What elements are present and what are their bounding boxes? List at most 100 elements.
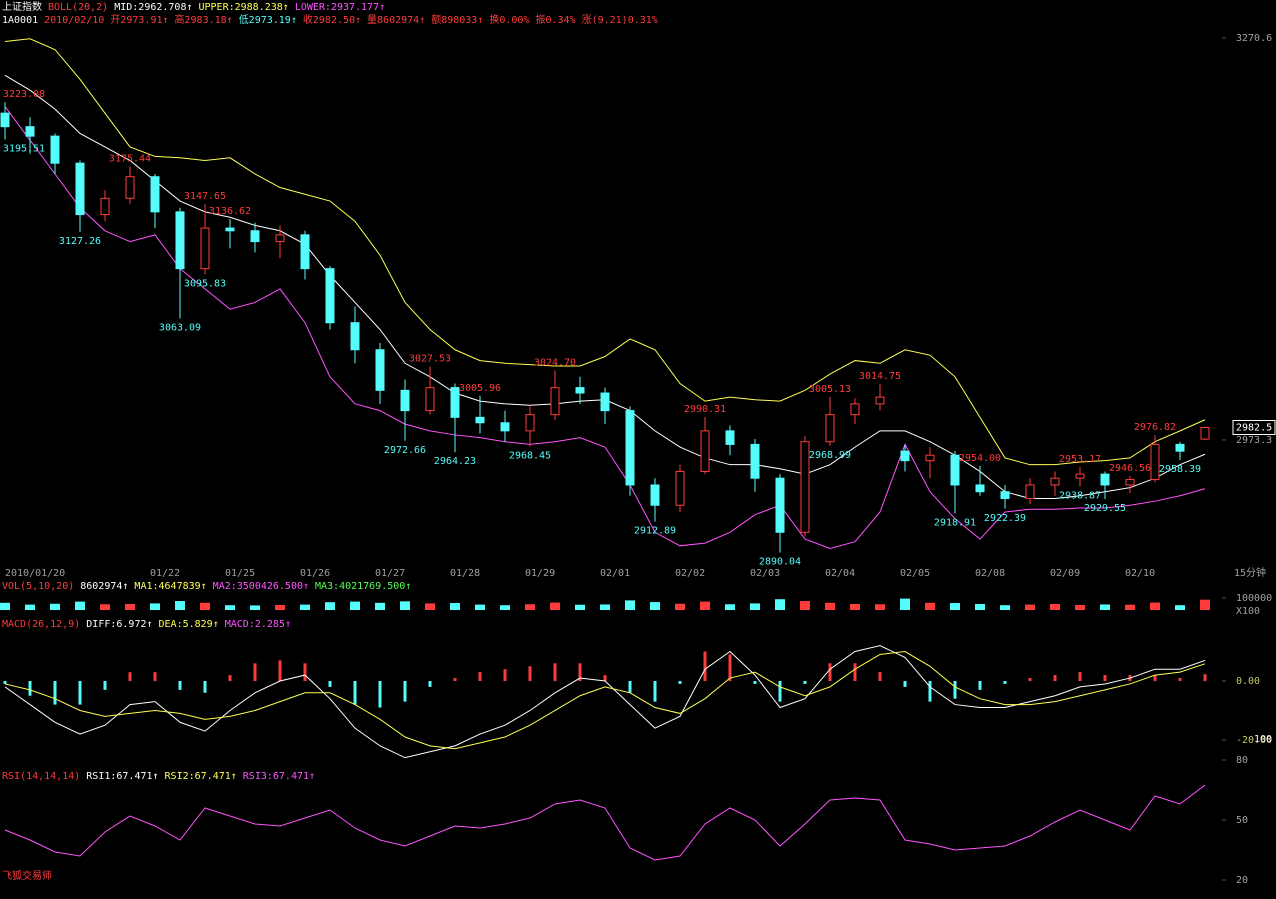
volume-bar [175, 601, 185, 610]
candle-body [950, 454, 960, 486]
volume-bar [1100, 604, 1110, 610]
candle-body [225, 227, 235, 232]
candle-body [475, 416, 485, 424]
extreme-label: 2953.17 [1059, 454, 1101, 465]
candle-body [350, 322, 360, 351]
candle-body [825, 414, 835, 443]
volume-bar [1150, 602, 1160, 610]
extreme-label: 3127.26 [59, 236, 101, 247]
x-tick-label: 01/28 [450, 568, 480, 579]
extreme-label: 2890.04 [759, 557, 801, 568]
volume-bar [525, 604, 535, 610]
candle-body [275, 234, 285, 243]
legend-label: 高2983.18↑ [175, 13, 233, 26]
legend-label: MA1:4647839↑ [134, 581, 206, 592]
volume-bar [500, 605, 510, 610]
x-tick-label: 02/08 [975, 568, 1005, 579]
volume-bar [1050, 604, 1060, 610]
extreme-label: 2976.82 [1134, 422, 1176, 433]
candle-body [250, 230, 260, 243]
volume-bar [0, 602, 10, 610]
candle-body [1050, 477, 1060, 486]
extreme-label: 2922.39 [984, 513, 1026, 524]
legend-label: UPPER:2988.238↑ [199, 2, 289, 13]
extreme-label: 3136.62 [209, 206, 251, 217]
volume-bar [75, 601, 85, 610]
volume-bar [550, 602, 560, 610]
y-tick-label: 50 [1236, 815, 1248, 826]
legend-label: RSI1:67.471↑ [86, 771, 158, 782]
candle-body [625, 410, 635, 486]
candle-body [875, 396, 885, 405]
x-tick-label: 01/26 [300, 568, 330, 579]
extreme-label: 3027.53 [409, 354, 451, 365]
volume-bar [25, 604, 35, 610]
extreme-label: 2990.31 [684, 404, 726, 415]
candle-body [200, 227, 210, 270]
candle-body [325, 268, 335, 324]
extreme-label: 3063.09 [159, 323, 201, 334]
volume-bar [800, 601, 810, 610]
volume-bar [1000, 605, 1010, 610]
x-tick-label: 01/22 [150, 568, 180, 579]
legend-label: 8602974↑ [80, 581, 128, 592]
candle-body [300, 234, 310, 270]
legend-label: MID:2962.708↑ [114, 2, 192, 13]
volume-bar [900, 598, 910, 610]
volume-bar [600, 604, 610, 610]
extreme-label: 3175.44 [109, 154, 151, 165]
legend-label: MA2:3500426.500↑ [213, 581, 309, 592]
x-tick-label: 02/02 [675, 568, 705, 579]
macd-line [4, 651, 1206, 750]
volume-bar [50, 603, 60, 610]
candle-body [450, 387, 460, 418]
candle-body [675, 470, 685, 506]
candle-body [525, 414, 535, 432]
candle-body [900, 450, 910, 462]
x-tick-label: 02/04 [825, 568, 855, 579]
volume-bar [125, 604, 135, 610]
candle-body [175, 211, 185, 270]
extreme-label: 3024.70 [534, 357, 576, 368]
extreme-label: 2972.66 [384, 445, 426, 456]
volume-bar [1175, 605, 1185, 610]
volume-bar [450, 603, 460, 610]
extreme-label: 2968.99 [809, 450, 851, 461]
boll-line [4, 106, 1206, 550]
candle-body [1150, 443, 1160, 481]
y-tick-label: 20 [1236, 875, 1248, 886]
macd-line [4, 645, 1206, 759]
candle-body [425, 387, 435, 412]
extreme-label: 3223.08 [3, 89, 45, 100]
candle-body [1025, 484, 1035, 499]
candle-body [375, 349, 385, 391]
candle-body [125, 176, 135, 199]
x-tick-label: 02/01 [600, 568, 630, 579]
volume-bar [1075, 604, 1085, 610]
candle-body [750, 443, 760, 479]
x-tick-label: 02/10 [1125, 568, 1155, 579]
extreme-label: 3147.65 [184, 191, 226, 202]
candle-body [150, 176, 160, 213]
last-price-box [1232, 420, 1276, 436]
volume-bar [150, 603, 160, 610]
candle-body [925, 454, 935, 462]
period-label: 15分钟 [1234, 566, 1266, 579]
volume-bar [275, 604, 285, 610]
volume-bar [925, 602, 935, 610]
y-tick-label: -20.00 [1236, 735, 1272, 746]
volume-bar [975, 604, 985, 610]
legend-label: VOL(5,10,20) [2, 581, 74, 592]
candle-body [500, 422, 510, 432]
x-tick-label: 01/29 [525, 568, 555, 579]
legend-label: DIFF:6.972↑ [86, 619, 152, 630]
legend-label: MA3:4021769.500↑ [315, 581, 411, 592]
extreme-label: 2946.56 [1109, 463, 1151, 474]
scale-label: 100 [1254, 734, 1272, 745]
unit-label: X100 [1236, 606, 1260, 617]
volume-bar [675, 603, 685, 610]
candle-body [1075, 473, 1085, 479]
candle-body [550, 387, 560, 416]
